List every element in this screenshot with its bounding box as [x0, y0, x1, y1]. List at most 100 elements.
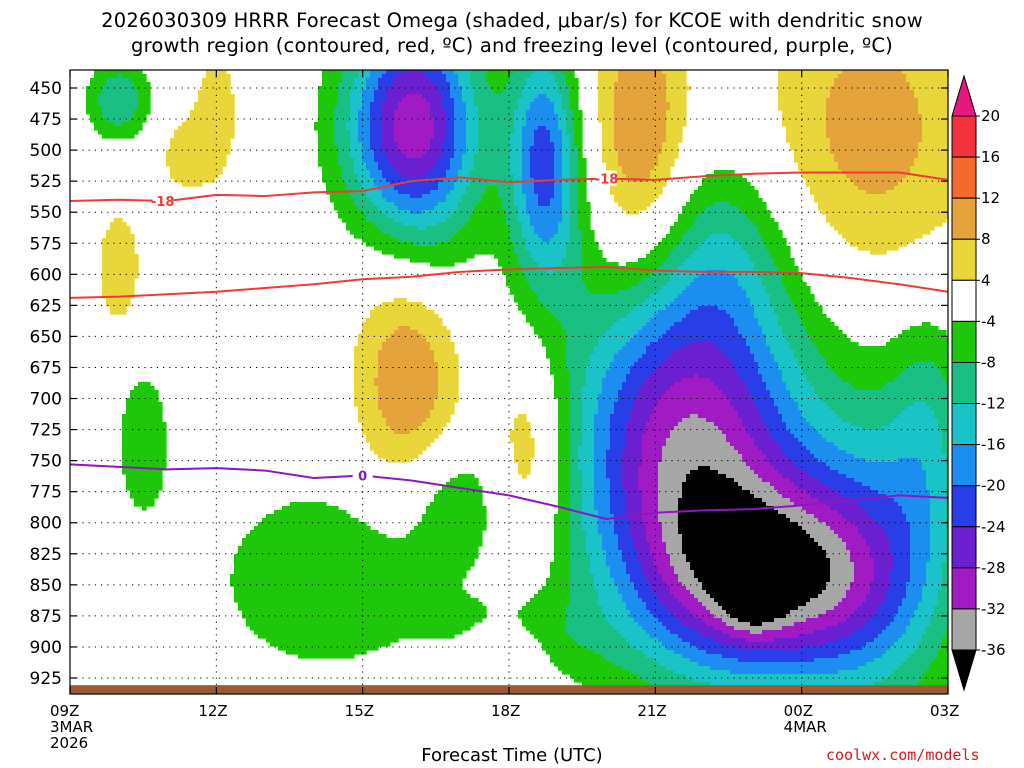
omega-cell: [618, 118, 623, 123]
omega-cell: [426, 90, 431, 95]
omega-cell: [94, 70, 99, 75]
omega-cell: [226, 82, 231, 87]
omega-cell: [494, 74, 499, 79]
omega-cell: [458, 126, 463, 131]
omega-cell: [438, 82, 443, 87]
omega-cell: [546, 78, 551, 83]
omega-cell: [418, 166, 423, 171]
omega-cell: [854, 138, 859, 143]
omega-cell: [430, 106, 435, 111]
omega-cell: [822, 126, 827, 131]
omega-cell: [630, 134, 635, 139]
omega-cell: [878, 174, 883, 179]
omega-cell: [874, 82, 879, 87]
omega-cell: [330, 82, 335, 87]
omega-cell: [502, 98, 507, 103]
omega-cell: [446, 118, 451, 123]
omega-cell: [682, 118, 687, 123]
omega-cell: [442, 138, 447, 143]
omega-cell: [650, 114, 655, 119]
omega-cell: [570, 122, 575, 127]
omega-cell: [606, 130, 611, 135]
omega-cell: [394, 130, 399, 135]
omega-cell: [430, 174, 435, 179]
omega-cell: [634, 110, 639, 115]
omega-cell: [574, 78, 579, 83]
omega-cell: [146, 90, 151, 95]
omega-cell: [894, 118, 899, 123]
omega-cell: [878, 134, 883, 139]
omega-cell: [418, 162, 423, 167]
omega-cell: [514, 206, 519, 211]
omega-cell: [426, 150, 431, 155]
omega-cell: [798, 134, 803, 139]
omega-cell: [402, 110, 407, 115]
omega-cell: [638, 198, 643, 203]
omega-cell: [802, 138, 807, 143]
omega-cell: [550, 114, 555, 119]
omega-cell: [494, 158, 499, 163]
omega-cell: [878, 198, 883, 203]
omega-cell: [738, 178, 743, 183]
omega-cell: [438, 74, 443, 79]
omega-cell: [910, 78, 915, 83]
omega-cell: [430, 86, 435, 91]
omega-cell: [206, 146, 211, 151]
omega-cell: [614, 102, 619, 107]
omega-cell: [818, 142, 823, 147]
omega-cell: [830, 122, 835, 127]
omega-cell: [642, 146, 647, 151]
omega-cell: [518, 126, 523, 131]
omega-cell: [538, 190, 543, 195]
omega-cell: [346, 142, 351, 147]
omega-cell: [142, 98, 147, 103]
omega-cell: [874, 162, 879, 167]
omega-cell: [494, 110, 499, 115]
omega-cell: [370, 130, 375, 135]
omega-cell: [146, 98, 151, 103]
omega-cell: [346, 122, 351, 127]
omega-cell: [858, 102, 863, 107]
omega-cell: [514, 110, 519, 115]
omega-cell: [662, 154, 667, 159]
omega-cell: [822, 198, 827, 203]
omega-cell: [510, 106, 515, 111]
omega-cell: [650, 174, 655, 179]
omega-cell: [538, 142, 543, 147]
omega-cell: [118, 106, 123, 111]
omega-cell: [226, 86, 231, 91]
omega-cell: [830, 178, 835, 183]
omega-cell: [618, 98, 623, 103]
omega-cell: [846, 114, 851, 119]
omega-cell: [386, 170, 391, 175]
omega-cell: [914, 114, 919, 119]
omega-cell: [130, 74, 135, 79]
omega-cell: [814, 194, 819, 199]
omega-cell: [818, 186, 823, 191]
omega-cell: [630, 150, 635, 155]
omega-cell: [702, 178, 707, 183]
omega-cell: [442, 174, 447, 179]
omega-cell: [178, 178, 183, 183]
omega-cell: [106, 98, 111, 103]
omega-cell: [402, 94, 407, 99]
omega-cell: [894, 158, 899, 163]
omega-cell: [478, 130, 483, 135]
omega-cell: [574, 150, 579, 155]
omega-cell: [346, 118, 351, 123]
omega-cell: [210, 102, 215, 107]
omega-cell: [914, 158, 919, 163]
omega-cell: [662, 78, 667, 83]
omega-cell: [530, 170, 535, 175]
omega-cell: [810, 154, 815, 159]
omega-cell: [838, 178, 843, 183]
omega-cell: [454, 146, 459, 151]
omega-cell: [854, 102, 859, 107]
omega-cell: [826, 146, 831, 151]
omega-cell: [642, 202, 647, 207]
omega-cell: [318, 138, 323, 143]
omega-cell: [102, 74, 107, 79]
omega-cell: [222, 86, 227, 91]
omega-cell: [558, 202, 563, 207]
omega-cell: [554, 186, 559, 191]
